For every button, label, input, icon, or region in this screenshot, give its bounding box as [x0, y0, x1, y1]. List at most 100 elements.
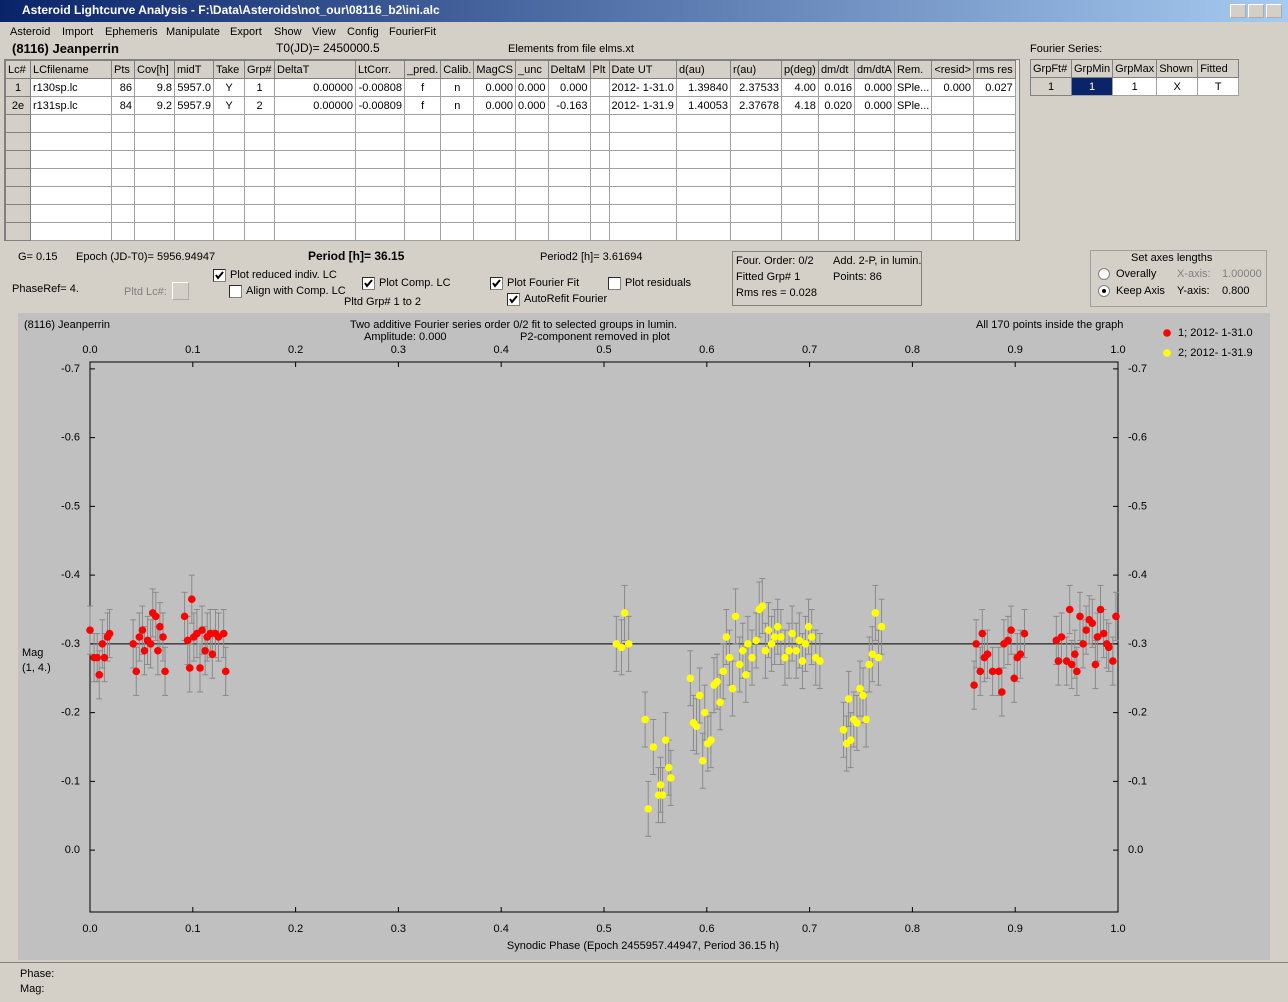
checkbox[interactable] — [229, 285, 242, 298]
checkbox[interactable] — [608, 277, 621, 290]
table-cell[interactable]: 4.18 — [780, 96, 819, 115]
table-cell[interactable]: -0.00809 — [355, 96, 405, 115]
checkbox-label[interactable]: Align with Comp. LC — [246, 285, 346, 297]
menu-item[interactable]: FourierFit — [389, 26, 437, 38]
table-cell[interactable]: 5957.0 — [174, 78, 214, 97]
table-cell[interactable] — [931, 96, 975, 115]
checkbox[interactable] — [490, 277, 503, 290]
column-header[interactable]: LCfilename — [30, 60, 112, 79]
checkbox-label[interactable]: AutoRefit Fourier — [524, 293, 608, 305]
table-cell[interactable]: 0.000 — [473, 96, 517, 115]
column-header[interactable]: Rem. — [893, 60, 933, 79]
column-header[interactable]: Take — [213, 60, 245, 79]
table-cell[interactable]: 2 — [244, 96, 275, 115]
column-header[interactable]: _unc — [515, 60, 549, 79]
column-header[interactable]: dm/dt — [817, 60, 855, 79]
table-cell[interactable]: 0.027 — [973, 78, 1016, 97]
table-cell[interactable]: 0.000 — [931, 78, 975, 97]
table-cell[interactable]: -0.163 — [547, 96, 591, 115]
radio-label[interactable]: Keep Axis — [1116, 285, 1165, 297]
table-cell[interactable]: 9.8 — [134, 78, 175, 97]
table-cell[interactable]: n — [440, 78, 475, 97]
column-header[interactable]: Calib. — [440, 60, 475, 79]
column-header[interactable]: p(deg) — [780, 60, 819, 79]
table-cell[interactable]: f — [403, 96, 442, 115]
table-cell[interactable]: 4.00 — [780, 78, 819, 97]
table-cell[interactable]: 2012- 1-31.0 — [608, 78, 677, 97]
table-cell[interactable]: 0.000 — [547, 78, 591, 97]
column-header[interactable]: Lc# — [5, 60, 31, 79]
table-cell[interactable]: 9.2 — [134, 96, 175, 115]
table-cell[interactable]: 0.00000 — [274, 78, 356, 97]
column-header[interactable]: LtCorr. — [355, 60, 405, 79]
column-header[interactable]: Plt — [589, 60, 610, 79]
table-cell[interactable]: 0.000 — [853, 78, 895, 97]
table-cell[interactable]: Y — [213, 78, 245, 97]
column-header[interactable]: d(au) — [675, 60, 731, 79]
checkbox[interactable] — [213, 269, 226, 282]
checkbox-label[interactable]: Plot Fourier Fit — [507, 277, 580, 289]
table-cell[interactable]: 1 — [5, 78, 31, 97]
radio[interactable] — [1098, 285, 1110, 297]
column-header[interactable]: Fitted — [1197, 59, 1240, 78]
radio[interactable] — [1098, 268, 1110, 280]
radio-label[interactable]: Overally — [1116, 268, 1157, 280]
table-cell[interactable]: X — [1156, 77, 1199, 96]
menu-item[interactable]: Import — [62, 26, 94, 38]
table-cell[interactable] — [589, 96, 610, 115]
table-cell[interactable]: r131sp.lc — [30, 96, 112, 115]
table-cell[interactable]: 84 — [111, 96, 135, 115]
table-cell[interactable]: T — [1197, 77, 1240, 96]
menu-item[interactable]: Asteroid — [10, 26, 51, 38]
column-header[interactable]: _pred. — [403, 60, 442, 79]
checkbox-label[interactable]: Plot residuals — [625, 277, 692, 289]
table-cell[interactable]: n — [440, 96, 475, 115]
table-cell[interactable]: -0.00808 — [355, 78, 405, 97]
column-header[interactable]: dm/dtA — [853, 60, 895, 79]
table-cell[interactable]: 2.37678 — [729, 96, 782, 115]
column-header[interactable]: <resid> — [931, 60, 975, 79]
column-header[interactable]: Pts — [111, 60, 135, 79]
menu-item[interactable]: Config — [347, 26, 379, 38]
maximize-button[interactable] — [1248, 4, 1264, 18]
menu-item[interactable]: Ephemeris — [105, 26, 158, 38]
table-cell[interactable]: f — [403, 78, 442, 97]
checkbox-label[interactable]: Plot Comp. LC — [379, 277, 451, 289]
table-cell[interactable]: r130sp.lc — [30, 78, 112, 97]
column-header[interactable]: Date UT — [608, 60, 677, 79]
column-header[interactable]: Shown — [1156, 59, 1199, 78]
table-cell[interactable]: SPle... — [893, 78, 933, 97]
table-cell[interactable]: 1.40053 — [675, 96, 731, 115]
table-cell[interactable]: 1 — [1112, 77, 1158, 96]
table-cell[interactable] — [589, 78, 610, 97]
column-header[interactable]: r(au) — [729, 60, 782, 79]
minimize-button[interactable] — [1230, 4, 1246, 18]
table-cell[interactable]: 2e — [5, 96, 31, 115]
table-cell[interactable]: 5957.9 — [174, 96, 214, 115]
table-cell[interactable]: Y — [213, 96, 245, 115]
table-cell[interactable]: 0.00000 — [274, 96, 356, 115]
close-button[interactable] — [1266, 4, 1282, 18]
table-cell[interactable]: 86 — [111, 78, 135, 97]
checkbox[interactable] — [507, 293, 520, 306]
table-cell[interactable]: 1.39840 — [675, 78, 731, 97]
table-cell[interactable]: 0.000 — [853, 96, 895, 115]
column-header[interactable]: DeltaT — [274, 60, 356, 79]
column-header[interactable]: Cov[h] — [134, 60, 175, 79]
menu-item[interactable]: Show — [274, 26, 302, 38]
table-cell[interactable]: 0.016 — [817, 78, 855, 97]
column-header[interactable]: GrpMin — [1070, 59, 1114, 78]
table-cell[interactable]: 2012- 1-31.9 — [608, 96, 677, 115]
column-header[interactable]: rms res — [973, 60, 1016, 79]
column-header[interactable]: midT — [174, 60, 214, 79]
table-cell[interactable]: SPle... — [893, 96, 933, 115]
checkbox-label[interactable]: Plot reduced indiv. LC — [230, 269, 337, 281]
menu-item[interactable]: View — [312, 26, 336, 38]
table-cell[interactable]: 0.000 — [515, 78, 549, 97]
table-cell[interactable]: 2.37533 — [729, 78, 782, 97]
table-cell[interactable]: 1 — [1030, 77, 1072, 96]
table-cell[interactable]: 0.000 — [473, 78, 517, 97]
menu-item[interactable]: Manipulate — [166, 26, 220, 38]
table-cell[interactable]: 0.000 — [515, 96, 549, 115]
table-cell[interactable] — [973, 96, 1016, 115]
